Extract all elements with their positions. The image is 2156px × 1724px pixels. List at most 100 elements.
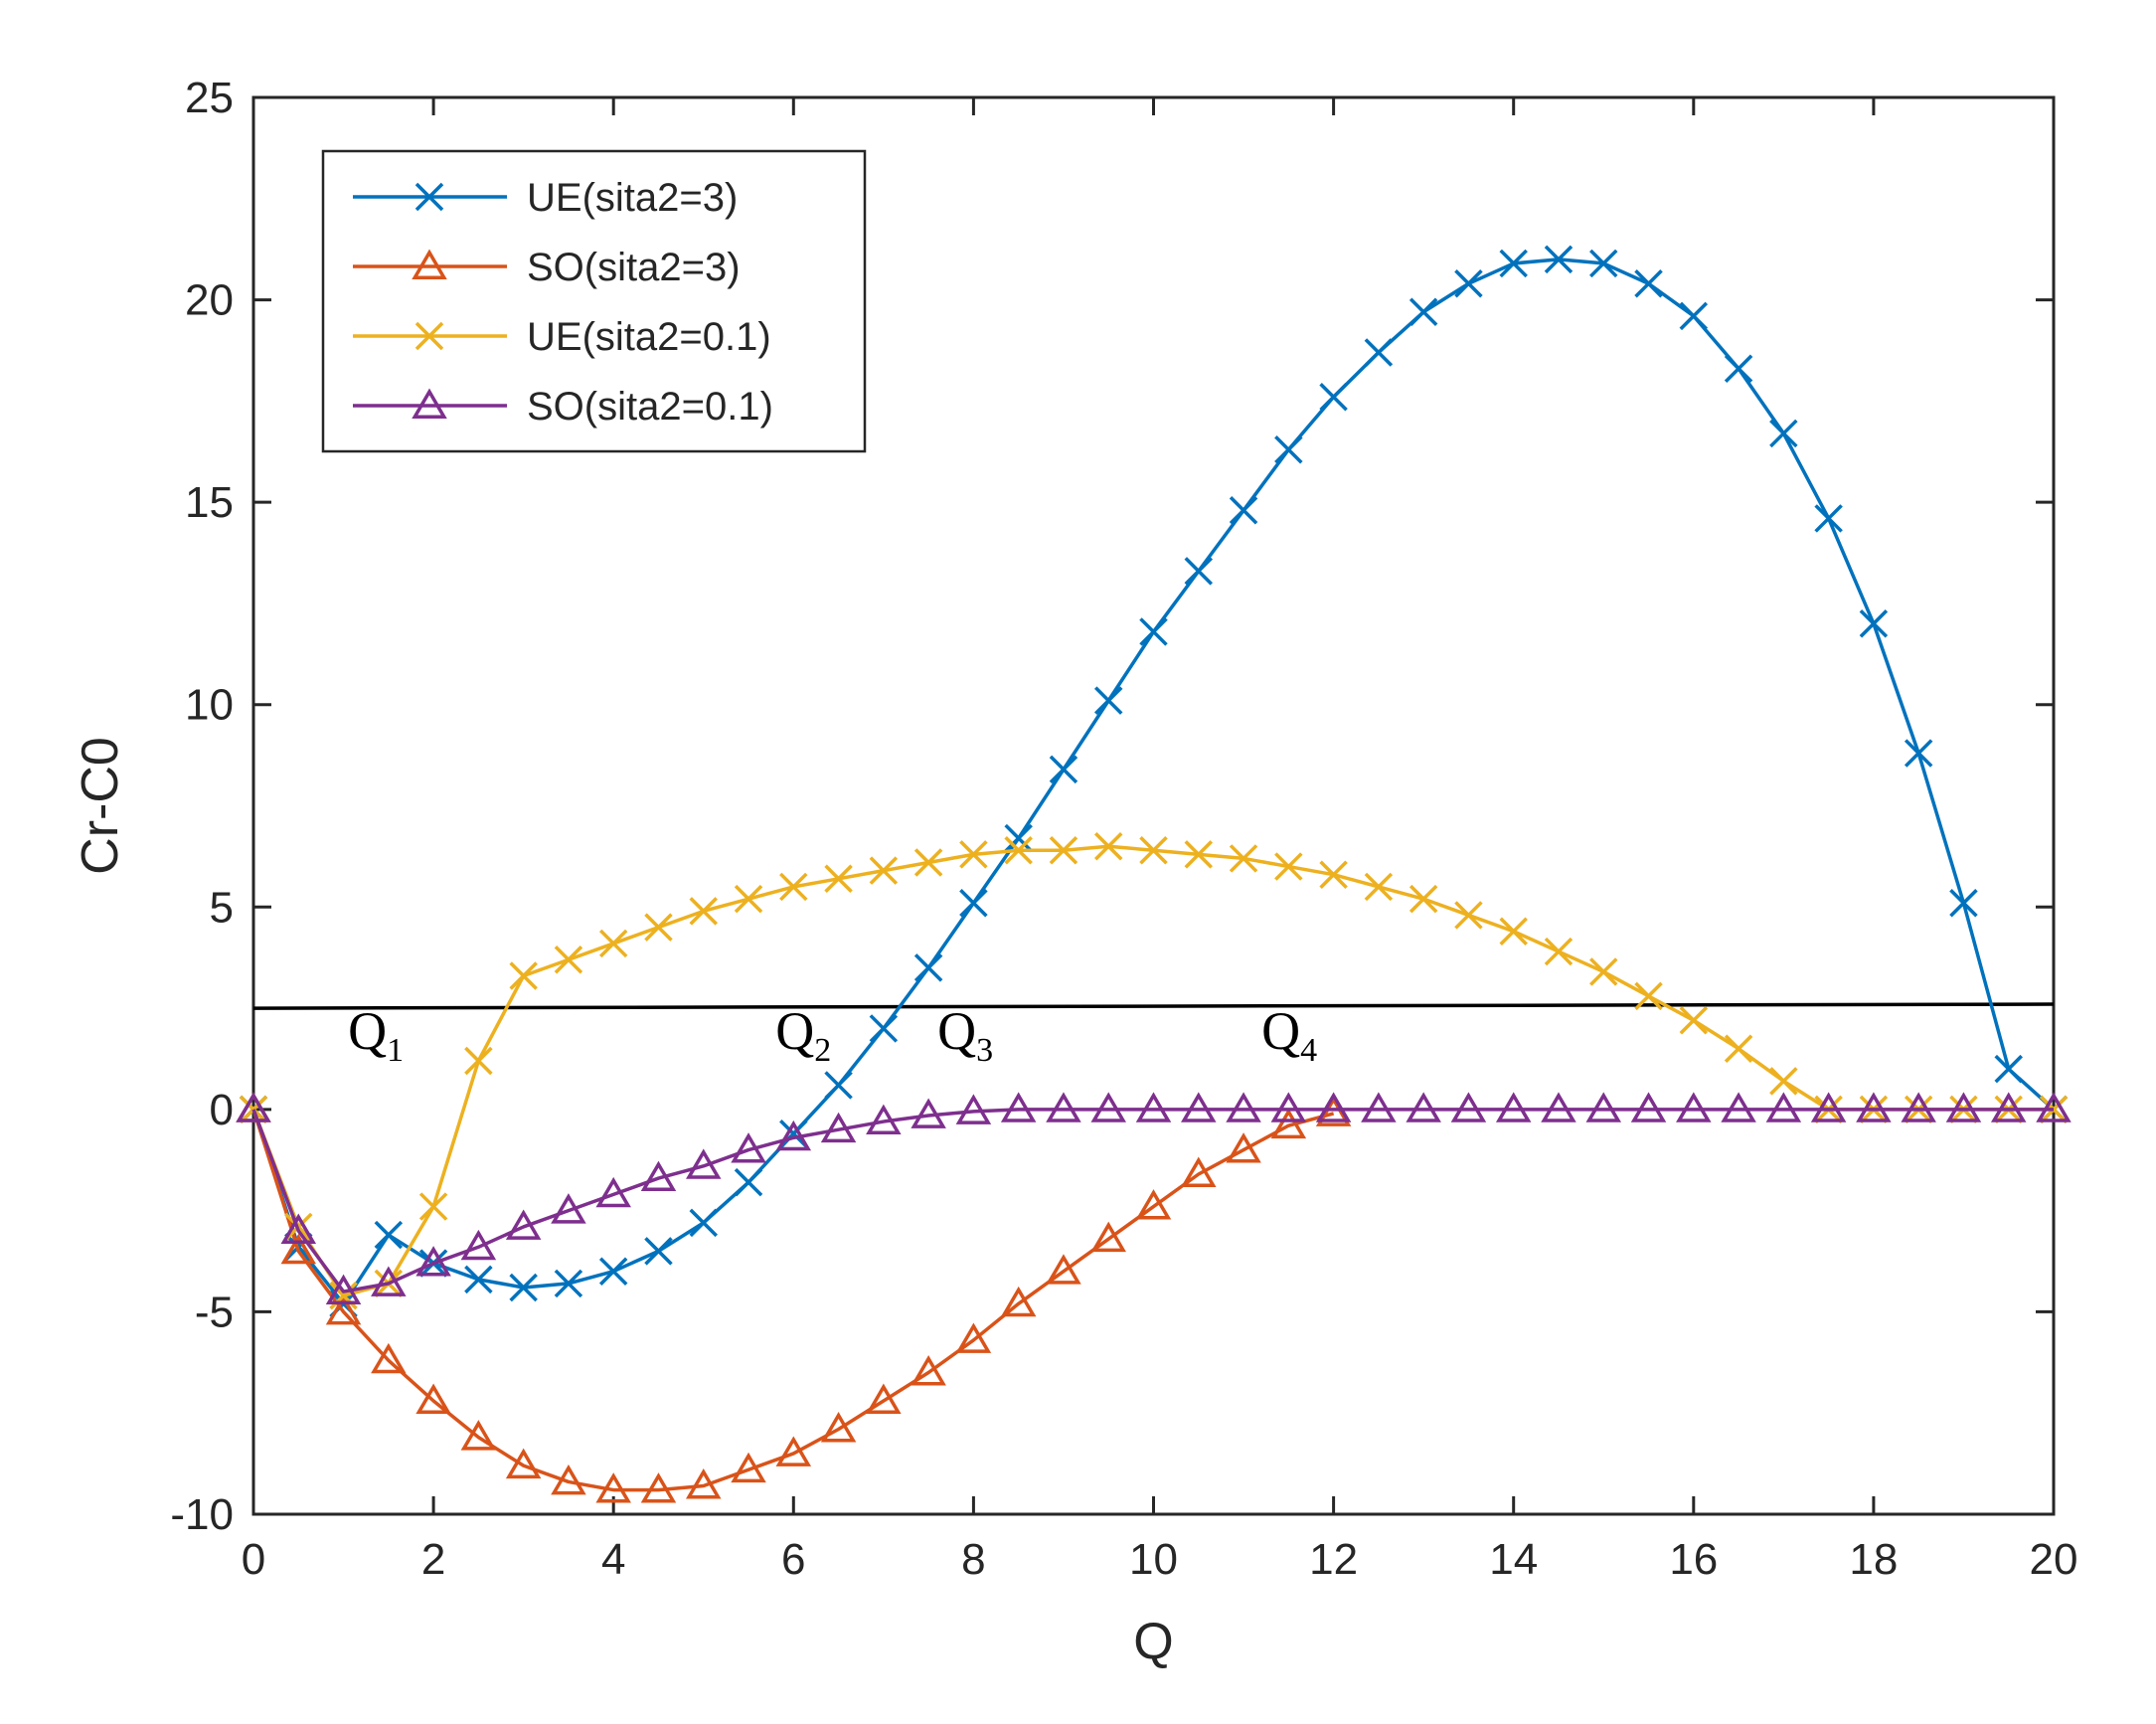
series-2-point-31 xyxy=(1634,981,1663,1011)
series-1-point-21 xyxy=(1181,1156,1217,1187)
series-2-point-28 xyxy=(1499,917,1528,946)
series-1-point-16 xyxy=(955,1322,992,1353)
series-3-point-11 xyxy=(731,1132,766,1163)
series-layer xyxy=(236,245,2072,1503)
series-3-point-35 xyxy=(1810,1092,1847,1122)
series-0-point-12 xyxy=(779,1120,808,1148)
y-tick-label-0: 0 xyxy=(210,1086,234,1134)
series-0-point-22 xyxy=(1229,496,1258,525)
series-3-point-3 xyxy=(371,1266,407,1296)
y-tick-label--5: -5 xyxy=(195,1288,234,1336)
series-0-point-37 xyxy=(1904,739,1933,768)
series-0-point-20 xyxy=(1139,617,1168,646)
series-1-point-3 xyxy=(371,1342,407,1374)
series-2-point-32 xyxy=(1679,1006,1709,1035)
annotation-q2-main: Q xyxy=(775,1001,814,1061)
legend-label-2: UE(sita2=0.1) xyxy=(527,315,771,359)
annotation-q2: Q2 xyxy=(775,1001,831,1069)
series-0-point-33 xyxy=(1724,354,1753,384)
series-3-point-18 xyxy=(1046,1092,1081,1122)
series-3-point-7 xyxy=(551,1193,586,1224)
annotation-layer: Q1 Q2 Q3 Q4 xyxy=(348,1001,1317,1069)
series-2-point-24 xyxy=(1319,860,1348,889)
series-2-point-34 xyxy=(1769,1067,1798,1096)
series-3-point-36 xyxy=(1856,1092,1892,1122)
series-0-point-32 xyxy=(1679,301,1709,331)
series-3-point-24 xyxy=(1315,1092,1352,1122)
series-line-1 xyxy=(251,1109,1335,1492)
y-tick-label-20: 20 xyxy=(185,276,234,325)
x-tick-label-6: 6 xyxy=(781,1535,805,1584)
series-3-point-29 xyxy=(1541,1092,1576,1122)
annotation-q3: Q3 xyxy=(937,1001,993,1069)
series-0-point-38 xyxy=(1949,888,1978,918)
series-2-point-21 xyxy=(1184,840,1214,869)
y-tick-label--10: -10 xyxy=(170,1490,234,1539)
series-3-point-2 xyxy=(325,1274,362,1305)
series-2-point-17 xyxy=(1004,836,1033,865)
y-axis-title: Cr-C0 xyxy=(72,737,129,875)
x-axis-title: Q xyxy=(1133,1613,1173,1670)
legend-entry-3: SO(sita2=0.1) xyxy=(353,385,773,429)
series-3-point-26 xyxy=(1406,1092,1441,1122)
series-0-point-9 xyxy=(644,1237,673,1266)
series-1-point-19 xyxy=(1090,1221,1126,1253)
series-0-point-39 xyxy=(1994,1054,2023,1084)
x-tick-label-20: 20 xyxy=(2030,1535,2078,1584)
series-1-point-11 xyxy=(731,1452,766,1483)
series-2-point-5 xyxy=(464,1046,493,1076)
series-3-point-16 xyxy=(955,1094,992,1124)
series-0-point-25 xyxy=(1364,338,1394,367)
series-1-point-24 xyxy=(1315,1096,1352,1126)
legend-label-3: SO(sita2=0.1) xyxy=(527,385,773,429)
x-tick-label-4: 4 xyxy=(601,1535,625,1584)
series-3-point-0 xyxy=(236,1092,271,1122)
legend: UE(sita2=3) SO(sita2=3) UE(sita2=0.1) SO(si… xyxy=(321,149,867,453)
series-1-point-6 xyxy=(505,1448,542,1479)
series-0-point-11 xyxy=(734,1167,763,1197)
series-0-point-31 xyxy=(1634,269,1663,298)
series-0-point-35 xyxy=(1814,504,1843,533)
series-0-point-28 xyxy=(1499,249,1528,278)
series-2-point-16 xyxy=(959,840,988,869)
series-3-point-8 xyxy=(595,1176,631,1208)
legend-label-0: UE(sita2=3) xyxy=(527,176,738,220)
x-tick-label-14: 14 xyxy=(1489,1535,1538,1584)
annotation-q1-main: Q xyxy=(348,1001,387,1061)
series-0-point-10 xyxy=(689,1208,718,1238)
series-0-point-30 xyxy=(1589,249,1618,278)
x-tick-label-16: 16 xyxy=(1669,1535,1718,1584)
series-2-point-29 xyxy=(1544,937,1574,966)
annotation-q4: Q4 xyxy=(1261,1001,1317,1069)
series-3-point-17 xyxy=(1000,1092,1037,1122)
series-3-point-38 xyxy=(1945,1092,1982,1122)
series-3-point-1 xyxy=(280,1213,317,1244)
series-0-point-18 xyxy=(1049,755,1078,784)
annotation-q1-subscript: 1 xyxy=(387,1032,404,1069)
series-3-point-33 xyxy=(1721,1092,1756,1122)
series-1-point-18 xyxy=(1046,1254,1081,1285)
annotation-q2-subscript: 2 xyxy=(814,1032,831,1069)
series-0-point-27 xyxy=(1454,269,1483,298)
series-3-point-39 xyxy=(1990,1092,2027,1122)
series-2-point-7 xyxy=(554,945,583,974)
series-2-point-13 xyxy=(824,864,853,894)
series-1-point-20 xyxy=(1135,1189,1172,1220)
series-1-point-23 xyxy=(1270,1108,1307,1139)
legend-entry-1: SO(sita2=3) xyxy=(353,246,741,289)
series-3 xyxy=(236,1092,2072,1305)
series-2-point-23 xyxy=(1274,852,1303,881)
legend-entry-2: UE(sita2=0.1) xyxy=(353,315,771,359)
series-0-point-26 xyxy=(1409,297,1438,327)
series-line-3 xyxy=(251,1108,2054,1293)
series-3-point-19 xyxy=(1090,1092,1126,1122)
legend-box xyxy=(321,149,867,453)
annotation-q3-main: Q xyxy=(937,1001,976,1061)
series-0-point-3 xyxy=(374,1220,404,1250)
series-3-point-9 xyxy=(640,1160,677,1192)
x-tick-label-8: 8 xyxy=(961,1535,985,1584)
series-0-point-8 xyxy=(598,1257,628,1286)
series-0-point-21 xyxy=(1184,557,1214,586)
